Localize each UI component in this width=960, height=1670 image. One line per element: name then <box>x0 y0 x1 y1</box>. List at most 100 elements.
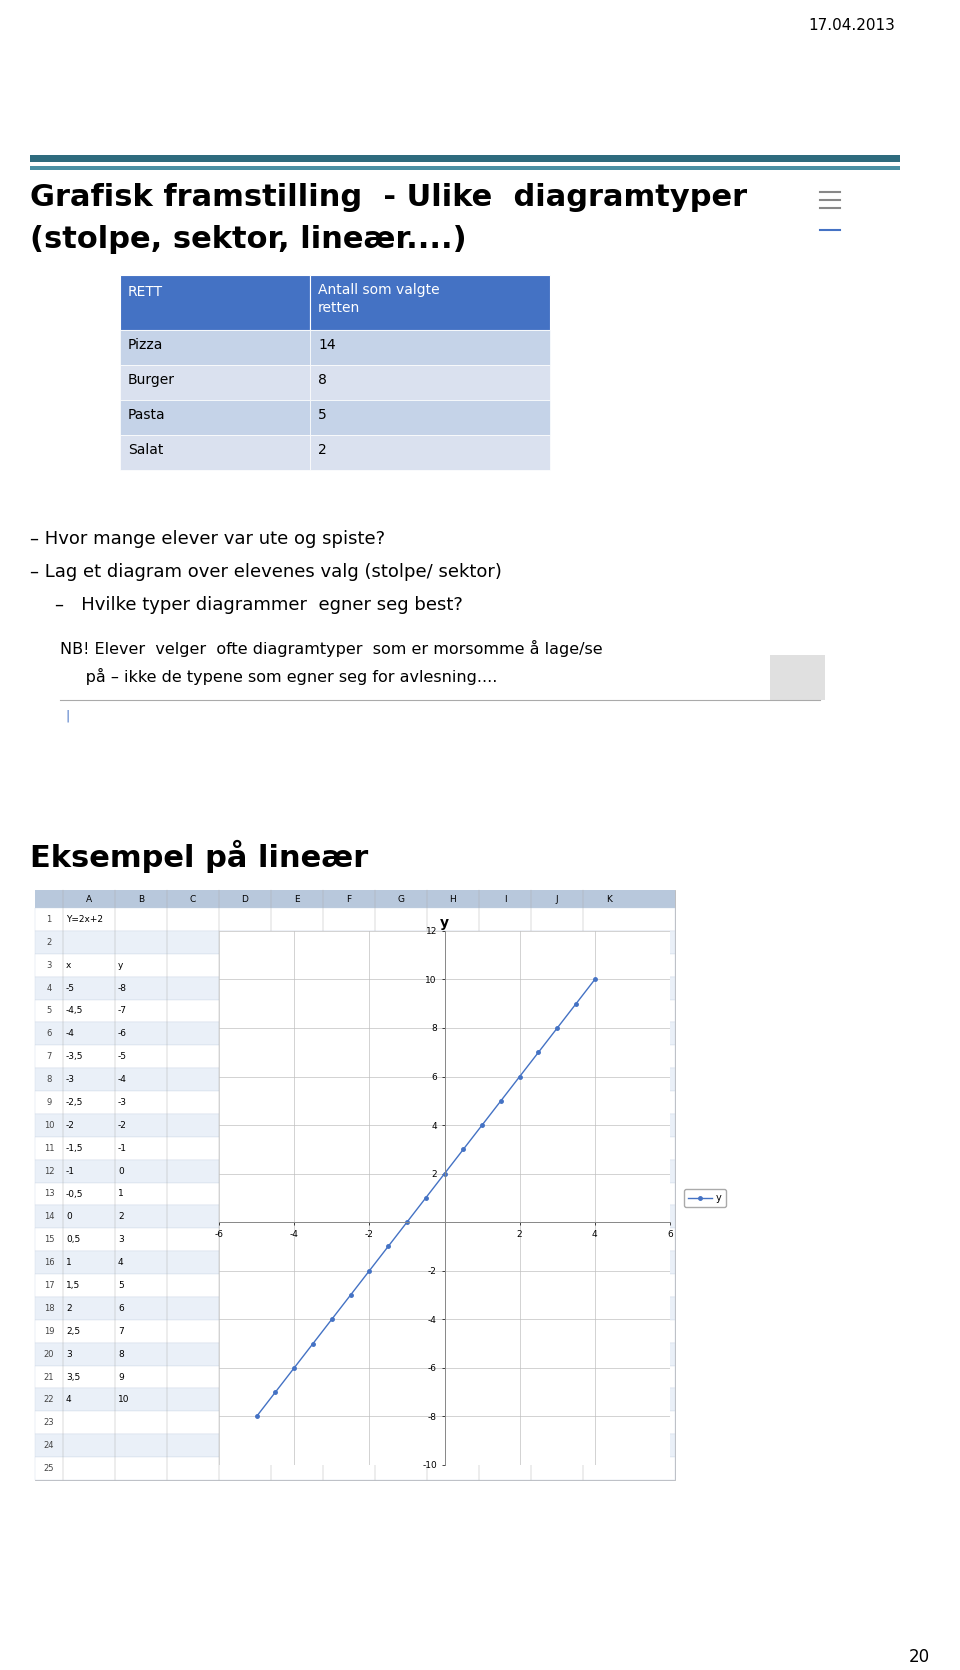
Bar <box>120 366 310 401</box>
Text: Antall som valgte
retten: Antall som valgte retten <box>318 282 440 316</box>
Bar <box>120 434 310 469</box>
Bar <box>35 1435 675 1458</box>
Text: -1: -1 <box>66 1167 75 1176</box>
Text: 6: 6 <box>46 1029 52 1039</box>
Text: -3,5: -3,5 <box>66 1052 84 1060</box>
Text: Eksempel på lineær: Eksempel på lineær <box>30 840 369 873</box>
Title: y: y <box>440 915 449 930</box>
Line: y: y <box>254 977 596 1418</box>
y <box>401 1212 413 1232</box>
Bar <box>770 655 825 700</box>
Bar <box>35 1229 675 1251</box>
Text: – Lag et diagram over elevenes valg (stolpe/ sektor): – Lag et diagram over elevenes valg (sto… <box>30 563 502 581</box>
Text: 3: 3 <box>118 1236 124 1244</box>
Text: 7: 7 <box>118 1326 124 1336</box>
Text: 5: 5 <box>118 1281 124 1289</box>
y <box>495 1091 507 1111</box>
Bar <box>310 366 550 401</box>
Text: 8: 8 <box>318 372 326 387</box>
Bar <box>35 1045 675 1069</box>
Text: -2: -2 <box>118 1121 127 1131</box>
Text: 22: 22 <box>44 1396 55 1404</box>
Bar <box>35 1298 675 1319</box>
Bar <box>35 1458 675 1480</box>
y <box>251 1406 262 1426</box>
Text: – Hvor mange elever var ute og spiste?: – Hvor mange elever var ute og spiste? <box>30 529 385 548</box>
Bar <box>30 155 900 162</box>
Text: x: x <box>66 960 71 970</box>
Text: 0,5: 0,5 <box>66 1236 81 1244</box>
Text: RETT: RETT <box>128 286 163 299</box>
Bar <box>35 1159 675 1182</box>
y <box>589 969 601 989</box>
Text: C: C <box>190 895 196 903</box>
Text: 4: 4 <box>118 1258 124 1268</box>
Text: 8: 8 <box>46 1075 52 1084</box>
Bar <box>35 1366 675 1388</box>
Text: 23: 23 <box>44 1418 55 1428</box>
Text: -4: -4 <box>66 1029 75 1039</box>
Text: -4,5: -4,5 <box>66 1007 84 1015</box>
y <box>326 1309 338 1329</box>
Text: -2: -2 <box>66 1121 75 1131</box>
Bar <box>35 1137 675 1159</box>
y <box>514 1067 525 1087</box>
Text: 10: 10 <box>44 1121 55 1131</box>
Bar <box>35 1251 675 1274</box>
Text: 1: 1 <box>46 915 52 924</box>
Text: -6: -6 <box>118 1029 127 1039</box>
Text: Pizza: Pizza <box>128 337 163 352</box>
Text: 17: 17 <box>44 1281 55 1289</box>
Bar <box>35 930 675 954</box>
Text: -8: -8 <box>118 984 127 992</box>
Text: 20: 20 <box>44 1349 55 1359</box>
Text: E: E <box>294 895 300 903</box>
Bar <box>35 977 675 1000</box>
y <box>288 1358 300 1378</box>
y <box>439 1164 450 1184</box>
Text: 16: 16 <box>44 1258 55 1268</box>
Bar <box>35 1274 675 1298</box>
Text: 1: 1 <box>118 1189 124 1199</box>
Text: Salat: Salat <box>128 443 163 458</box>
Text: -7: -7 <box>118 1007 127 1015</box>
Text: 2,5: 2,5 <box>66 1326 80 1336</box>
Text: 19: 19 <box>44 1326 55 1336</box>
Text: H: H <box>449 895 456 903</box>
Text: 3,5: 3,5 <box>66 1373 81 1381</box>
Text: 25: 25 <box>44 1465 55 1473</box>
Text: 24: 24 <box>44 1441 55 1450</box>
Text: |: | <box>65 710 69 723</box>
Text: 13: 13 <box>44 1189 55 1199</box>
Text: 9: 9 <box>118 1373 124 1381</box>
Bar <box>120 276 310 331</box>
Text: 10: 10 <box>118 1396 130 1404</box>
Text: K: K <box>606 895 612 903</box>
Bar <box>310 331 550 366</box>
Text: 8: 8 <box>118 1349 124 1359</box>
Bar <box>35 1388 675 1411</box>
Bar <box>310 434 550 469</box>
Text: 20: 20 <box>909 1648 930 1667</box>
Text: –   Hvilke typer diagrammer  egner seg best?: – Hvilke typer diagrammer egner seg best… <box>55 596 463 615</box>
y <box>307 1334 319 1354</box>
y <box>533 1042 544 1062</box>
y <box>345 1284 356 1304</box>
Text: -5: -5 <box>118 1052 127 1060</box>
Text: D: D <box>242 895 249 903</box>
Text: I: I <box>504 895 506 903</box>
Text: 2: 2 <box>318 443 326 458</box>
Bar <box>310 276 550 331</box>
Text: 0: 0 <box>118 1167 124 1176</box>
Bar <box>120 331 310 366</box>
Text: 5: 5 <box>318 407 326 423</box>
Bar <box>35 1411 675 1435</box>
Bar <box>35 890 675 1480</box>
Bar <box>35 1343 675 1366</box>
y <box>476 1116 488 1136</box>
Legend: y: y <box>684 1189 726 1207</box>
Text: 1: 1 <box>66 1258 72 1268</box>
Text: 15: 15 <box>44 1236 55 1244</box>
Text: G: G <box>397 895 404 903</box>
y <box>382 1236 394 1256</box>
